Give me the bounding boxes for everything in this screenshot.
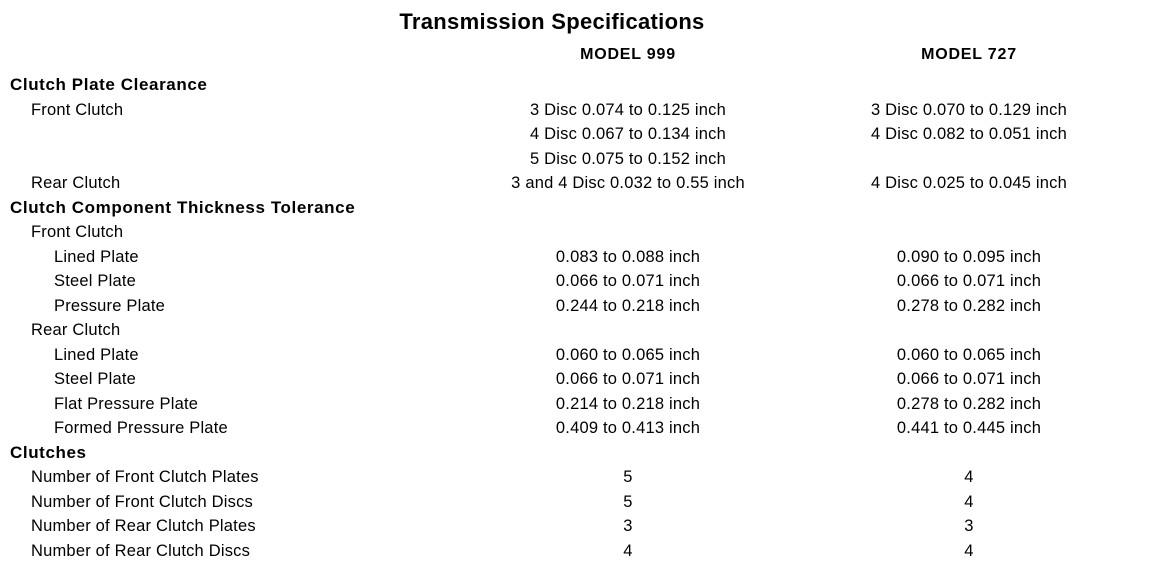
spec-value: 0.083 to 0.088 inch	[555, 247, 701, 266]
spec-value: 0.066 to 0.071 inch	[896, 272, 1042, 290]
row-label: Number of Front Clutch Discs	[31, 492, 253, 511]
model-727-value: 0.441 to 0.445 inch	[804, 416, 1134, 441]
model-727-value: 0.278 to 0.282 inch	[804, 392, 1134, 417]
model-727-value: 4	[804, 539, 1134, 564]
row-label: Steel Plate	[54, 272, 137, 290]
spec-value: 0.278 to 0.282 inch	[896, 394, 1042, 413]
spec-value: 4	[964, 468, 974, 486]
spec-value: 4	[623, 541, 633, 560]
row-label: Number of Front Clutch Plates	[31, 468, 259, 486]
row-label: Number of Rear Clutch Plates	[31, 517, 256, 535]
table-row: Pressure Plate 0.244 to 0.218 inch 0.278 t…	[0, 294, 1152, 319]
spec-value: 4 Disc 0.025 to 0.045 inch	[871, 174, 1067, 192]
column-header-row: MODEL 999 MODEL 727	[0, 46, 1152, 64]
section-label: Clutch Plate Clearance	[10, 75, 208, 94]
spec-value: 0.060 to 0.065 inch	[555, 345, 701, 364]
table-row: Steel Plate 0.066 to 0.071 inch 0.066 to 0…	[0, 269, 1152, 294]
model-727-value: 3	[804, 514, 1134, 539]
page-title: Transmission Specifications	[399, 9, 705, 34]
row-label: Formed Pressure Plate	[54, 419, 228, 437]
model-999-value: 0.244 to 0.218 inch	[452, 294, 804, 319]
row-label: Number of Rear Clutch Discs	[31, 541, 251, 560]
spec-value: 4 Disc 0.082 to 0.051 inch	[871, 125, 1067, 143]
model-727-value: 4 Disc 0.025 to 0.045 inch	[804, 171, 1134, 196]
section-label: Clutches	[10, 442, 87, 462]
model-727-value: 0.066 to 0.071 inch	[804, 367, 1134, 392]
spec-value: 0.066 to 0.071 inch	[555, 272, 701, 290]
column-header-model-999: MODEL 999	[580, 46, 676, 63]
table-row: Clutch Plate Clearance	[0, 73, 1152, 98]
model-999-value: 0.060 to 0.065 inch	[452, 343, 804, 368]
row-label: Steel Plate	[54, 370, 137, 388]
row-label: Rear Clutch	[31, 321, 121, 339]
table-row: Number of Rear Clutch Discs 4 4	[0, 539, 1152, 564]
model-727-value: 4	[804, 490, 1134, 515]
spec-value: 0.066 to 0.071 inch	[555, 370, 701, 388]
spec-value: 4	[964, 541, 974, 560]
model-999-value: 3 and 4 Disc 0.032 to 0.55 inch	[452, 171, 804, 196]
model-999-value: 0.083 to 0.088 inch	[452, 245, 804, 270]
table-row: Number of Front Clutch Plates 5 4	[0, 465, 1152, 490]
table-row: Rear Clutch 3 and 4 Disc 0.032 to 0.55 in…	[0, 171, 1152, 196]
table-row: Lined Plate 0.060 to 0.065 inch 0.060 to 0…	[0, 343, 1152, 368]
section-label: Clutch Component Thickness Tolerance	[10, 197, 356, 217]
spec-value: 3	[623, 517, 633, 535]
spec-value: 5	[623, 468, 633, 486]
label-column-spacer	[0, 46, 452, 64]
row-label: Lined Plate	[54, 247, 139, 266]
model-999-value: 3 Disc 0.074 to 0.125 inch 4 Disc 0.067 t…	[452, 98, 804, 172]
spec-value: 0.214 to 0.218 inch	[555, 394, 701, 413]
spec-value: 5 Disc 0.075 to 0.152 inch	[530, 149, 726, 168]
spec-value: 0.278 to 0.282 inch	[896, 296, 1042, 315]
spec-value: 0.244 to 0.218 inch	[555, 296, 701, 315]
spec-value: 5	[623, 492, 633, 511]
spec-value: 3 Disc 0.074 to 0.125 inch	[530, 100, 726, 119]
spec-value: 0.441 to 0.445 inch	[896, 419, 1042, 437]
model-999-value: 3	[452, 514, 804, 539]
table-row: Number of Front Clutch Discs 5 4	[0, 490, 1152, 515]
model-727-value: 4	[804, 465, 1134, 490]
row-label: Front Clutch	[31, 223, 124, 241]
table-row: Number of Rear Clutch Plates 3 3	[0, 514, 1152, 539]
model-999-value: 4	[452, 539, 804, 564]
spec-value: 0.090 to 0.095 inch	[896, 247, 1042, 266]
row-label: Lined Plate	[54, 345, 139, 364]
spec-value: 0.060 to 0.065 inch	[896, 345, 1042, 364]
spec-value: 4	[964, 492, 974, 511]
model-999-value: 0.214 to 0.218 inch	[452, 392, 804, 417]
model-727-value: 0.066 to 0.071 inch	[804, 269, 1134, 294]
row-label: Flat Pressure Plate	[54, 394, 199, 413]
row-label: Pressure Plate	[54, 296, 166, 315]
column-header-model-727: MODEL 727	[921, 46, 1017, 63]
spec-value: 4 Disc 0.067 to 0.134 inch	[530, 125, 726, 143]
model-727-value: 0.060 to 0.065 inch	[804, 343, 1134, 368]
spec-value: 3 Disc 0.070 to 0.129 inch	[871, 100, 1067, 119]
row-label: Front Clutch	[31, 100, 124, 119]
model-999-value: 0.066 to 0.071 inch	[452, 269, 804, 294]
table-row: Clutch Component Thickness Tolerance	[0, 196, 1152, 221]
model-999-value: 5	[452, 465, 804, 490]
table-row: Formed Pressure Plate 0.409 to 0.413 inch…	[0, 416, 1152, 441]
model-999-value: 0.066 to 0.071 inch	[452, 367, 804, 392]
table-row: Clutches	[0, 441, 1152, 466]
model-727-value: 3 Disc 0.070 to 0.129 inch 4 Disc 0.082 t…	[804, 98, 1134, 147]
spec-table: Clutch Plate Clearance Front Clutch 3 Disc…	[0, 73, 1152, 563]
table-row: Flat Pressure Plate 0.214 to 0.218 inch 0.…	[0, 392, 1152, 417]
model-999-value: 0.409 to 0.413 inch	[452, 416, 804, 441]
table-row: Lined Plate 0.083 to 0.088 inch 0.090 to 0…	[0, 245, 1152, 270]
spec-value: 0.409 to 0.413 inch	[555, 419, 701, 437]
model-727-value: 0.278 to 0.282 inch	[804, 294, 1134, 319]
table-row: Front Clutch	[0, 220, 1152, 245]
table-row: Steel Plate 0.066 to 0.071 inch 0.066 to 0…	[0, 367, 1152, 392]
table-row: Front Clutch 3 Disc 0.074 to 0.125 inch 4 …	[0, 98, 1152, 172]
spec-value: 0.066 to 0.071 inch	[896, 370, 1042, 388]
spec-value: 3	[964, 517, 974, 535]
spec-value: 3 and 4 Disc 0.032 to 0.55 inch	[511, 174, 745, 192]
model-727-value: 0.090 to 0.095 inch	[804, 245, 1134, 270]
table-row: Rear Clutch	[0, 318, 1152, 343]
row-label: Rear Clutch	[31, 174, 121, 192]
model-999-value: 5	[452, 490, 804, 515]
